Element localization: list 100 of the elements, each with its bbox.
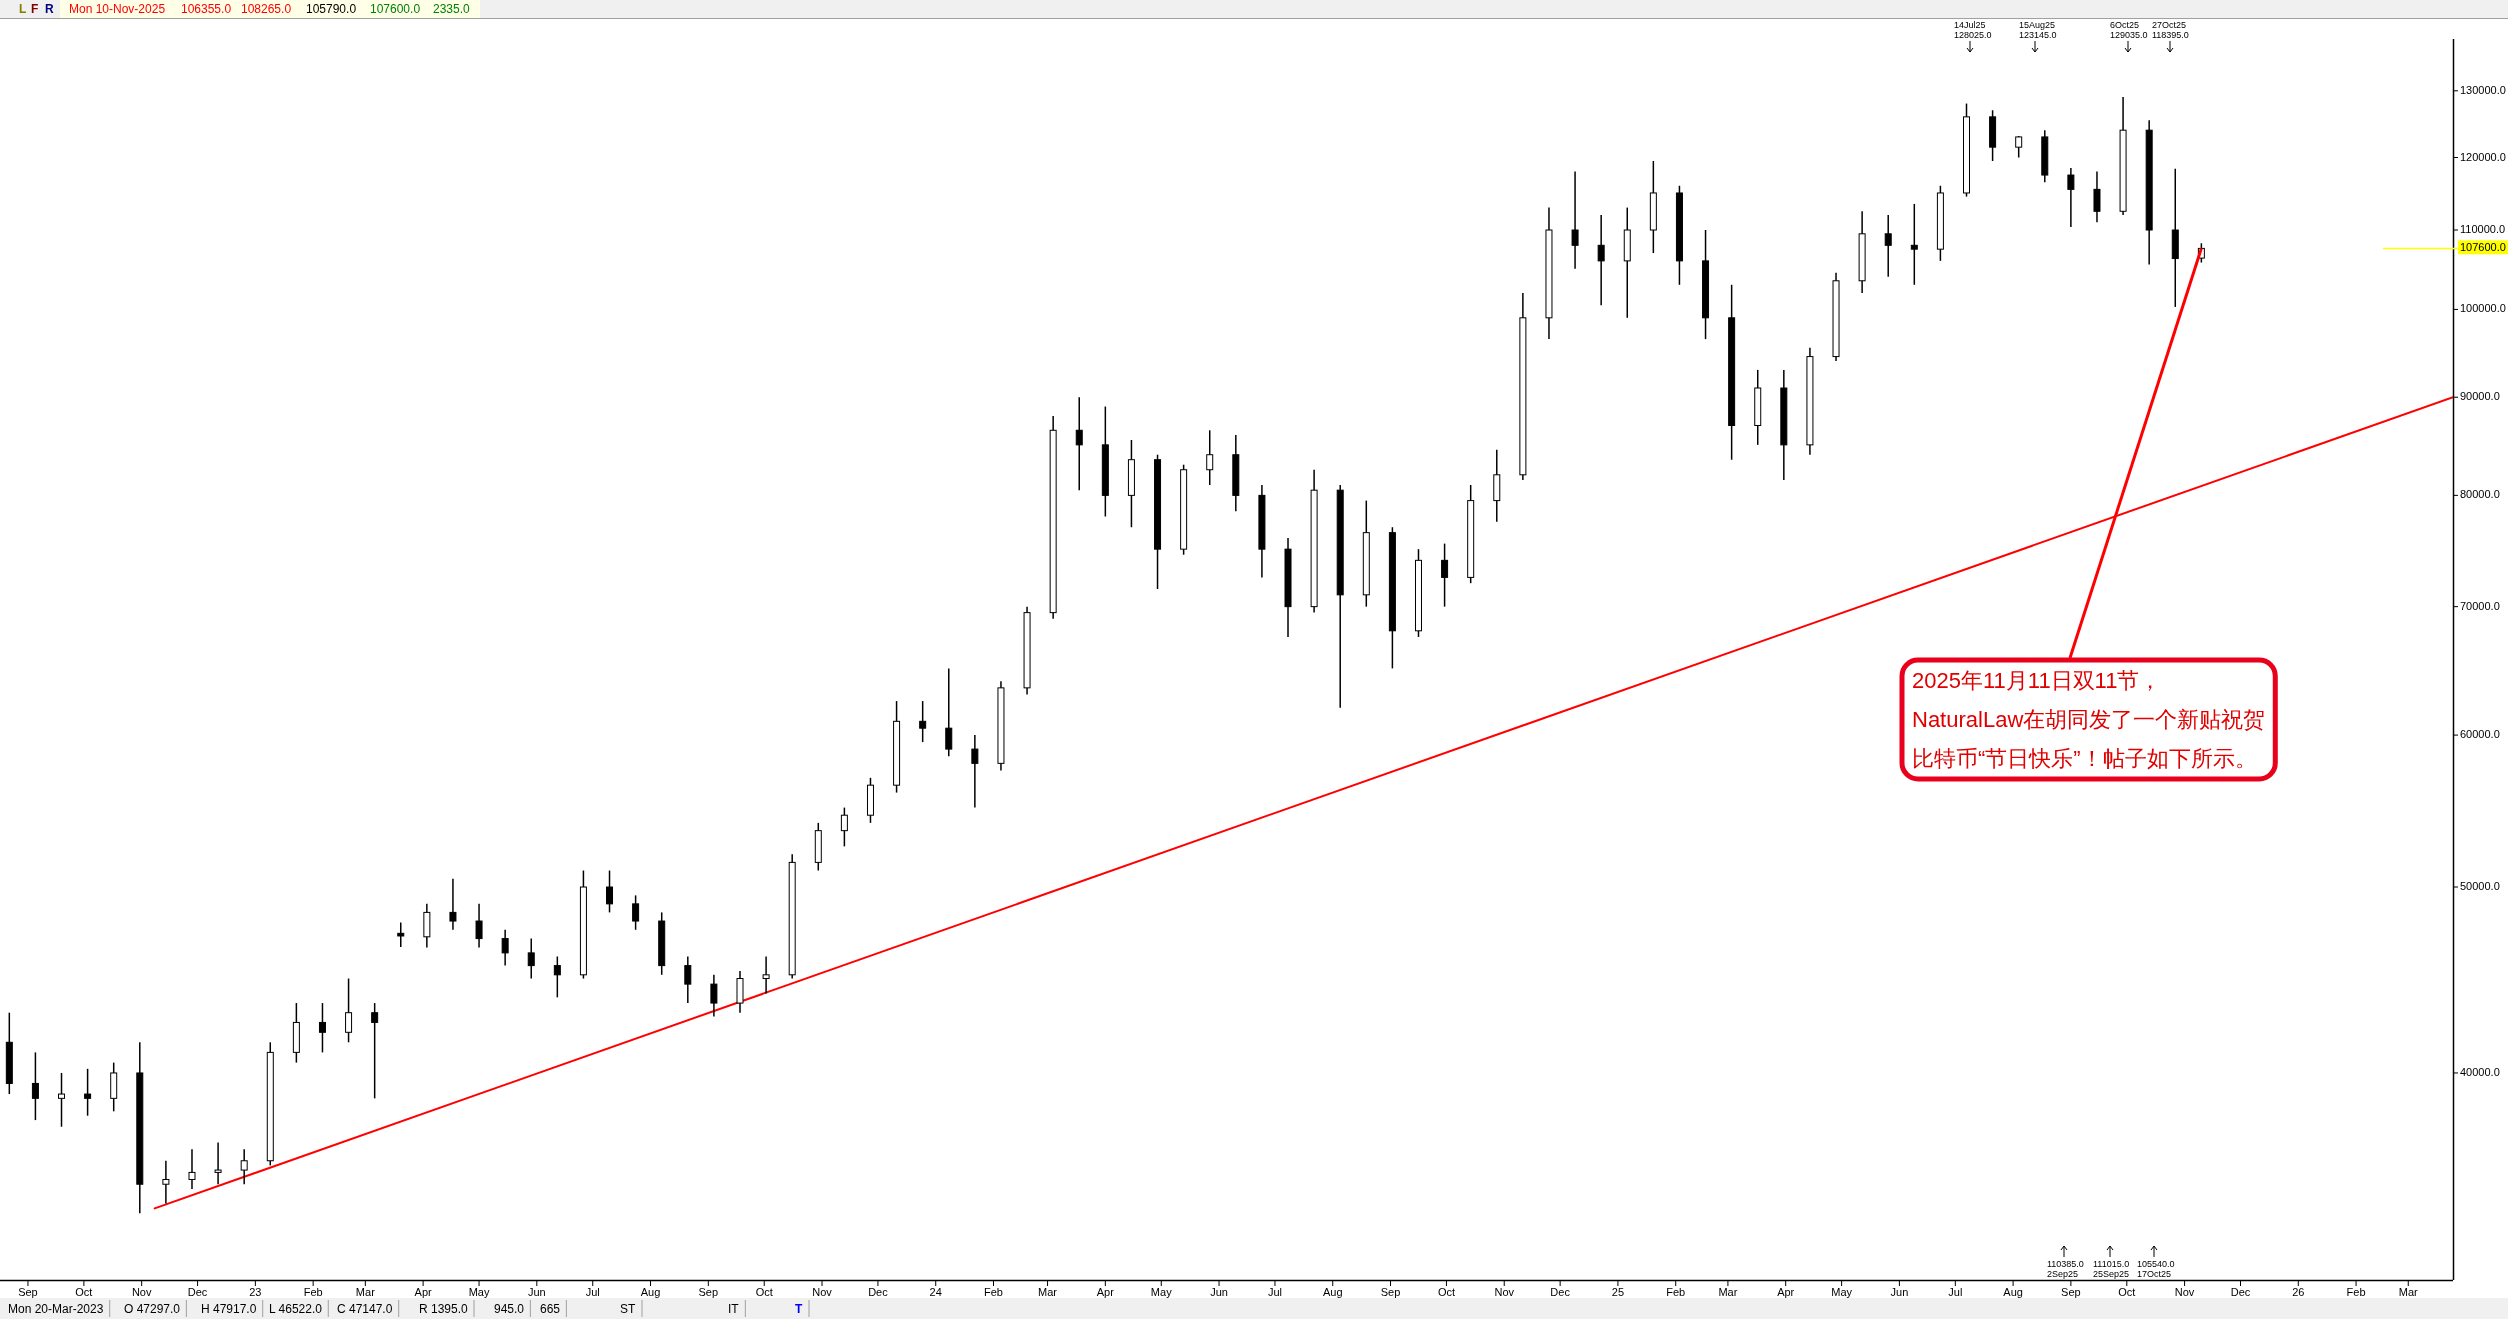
x-tick-label: Apr — [1096, 1286, 1115, 1298]
x-tick-label: Mar — [355, 1286, 376, 1298]
x-tick-label: Apr — [1777, 1286, 1795, 1298]
candlestick — [553, 955, 561, 999]
x-tick-label: Jul — [1948, 1286, 1963, 1298]
candlestick — [397, 921, 405, 948]
x-tick-label: 25 — [1611, 1286, 1625, 1298]
x-tick-label: Jun — [1210, 1286, 1228, 1298]
candlestick — [1597, 214, 1605, 307]
y-tick-label: 80000.0 — [2460, 488, 2500, 501]
candlestick — [919, 700, 927, 743]
x-tick-label: Aug — [2003, 1286, 2023, 1298]
candlestick — [475, 903, 483, 949]
candlestick — [240, 1148, 248, 1185]
annotation: 14Jul25 128025.0 — [1954, 20, 1992, 40]
candlestick — [632, 894, 640, 931]
candlestick — [1206, 429, 1214, 486]
text: Mon 20-Mar-2023 — [8, 1302, 104, 1316]
candlestick — [345, 977, 353, 1044]
candlestick — [2067, 167, 2075, 228]
x-tick-label: Feb — [303, 1286, 323, 1298]
x-tick-label: Dec — [1550, 1286, 1571, 1298]
text: H 47917.0 — [201, 1302, 257, 1316]
x-tick-label: Sep — [18, 1286, 38, 1298]
x-tick-label: Oct — [755, 1286, 773, 1298]
text: 945.0 — [494, 1302, 525, 1316]
x-tick-label: Sep — [1380, 1286, 1401, 1298]
x-tick-label: Aug — [640, 1286, 661, 1298]
y-tick-label: 40000.0 — [2460, 1065, 2500, 1078]
x-tick-label: Nov — [1494, 1286, 1515, 1298]
candlestick — [1884, 214, 1892, 278]
x-tick-label: 23 — [249, 1286, 262, 1298]
x-tick-label: Sep — [2061, 1286, 2081, 1298]
annotation: 105540.0 17Oct25 — [2137, 1259, 2175, 1279]
candlestick — [58, 1072, 66, 1128]
candlestick — [1910, 203, 1918, 286]
y-tick-label: 110000.0 — [2460, 222, 2506, 235]
x-tick-label: 26 — [2292, 1286, 2305, 1298]
candlestick — [214, 1141, 222, 1185]
x-tick-label: Dec — [2230, 1286, 2251, 1298]
x-tick-label: Jun — [527, 1286, 546, 1298]
x-tick-label: Apr — [414, 1286, 433, 1298]
candlestick — [188, 1148, 196, 1190]
candlestick — [449, 877, 457, 931]
x-tick-label: 24 — [929, 1286, 942, 1298]
x-tick-label: Feb — [1666, 1286, 1686, 1298]
x-tick-label: Mar — [2398, 1286, 2419, 1298]
x-tick-label: May — [1831, 1286, 1853, 1298]
candlestick — [1075, 396, 1083, 491]
x-tick-label: Aug — [1322, 1286, 1343, 1298]
candlestick — [684, 955, 692, 1004]
text: L — [19, 2, 27, 16]
y-tick-label: 100000.0 — [2460, 302, 2506, 315]
text: T — [795, 1302, 803, 1316]
annotation: 27Oct25 118395.0 — [2152, 20, 2189, 40]
text: 108265.0 — [241, 2, 292, 16]
text: Mon 10-Nov-2025 — [69, 2, 166, 16]
y-tick-label: 50000.0 — [2460, 879, 2500, 892]
candlestick — [84, 1068, 92, 1117]
candlestick — [501, 929, 509, 967]
x-tick-label: Feb — [2346, 1286, 2366, 1298]
annotation: 2025年11月11日双11节，NaturalLaw在胡同发了一个新贴祝贺比特币“节日快乐”！帖子如下所示。 — [1912, 668, 2266, 771]
text: C 47147.0 — [337, 1302, 393, 1316]
x-tick-label: May — [1150, 1286, 1173, 1298]
x-tick-label: Mar — [1038, 1286, 1058, 1298]
candlestick — [2093, 170, 2101, 224]
text: 106355.0 — [181, 2, 232, 16]
candlestick — [971, 734, 979, 809]
candlestick — [527, 937, 535, 980]
annotation: 15Aug25 123145.0 — [2019, 20, 2057, 40]
text: 105790.0 — [306, 2, 357, 16]
x-tick-label: Sep — [698, 1286, 719, 1298]
annotation: 6Oct25 129035.0 — [2110, 20, 2148, 40]
x-tick-label: Oct — [2118, 1286, 2136, 1298]
x-tick-label: Oct — [75, 1286, 93, 1298]
candlestick — [710, 974, 718, 1018]
x-tick-label: Nov — [2174, 1286, 2195, 1298]
x-tick-label: Nov — [812, 1286, 833, 1298]
candlestick — [606, 869, 614, 914]
candlestick — [945, 667, 953, 757]
candlestick — [31, 1051, 39, 1121]
annotation: 111015.0 25Sep25 — [2093, 1259, 2130, 1279]
y-tick-label: 130000.0 — [2460, 83, 2506, 96]
text: F — [31, 2, 39, 16]
text: 107600.0 — [370, 2, 421, 16]
candlestick — [1441, 542, 1449, 608]
y-tick-label: 120000.0 — [2460, 150, 2506, 163]
y-tick-label: 70000.0 — [2460, 599, 2500, 612]
candlestick — [371, 1002, 379, 1100]
candlestick — [1571, 170, 1579, 270]
text: ST — [620, 1302, 636, 1316]
text: R — [45, 2, 54, 16]
x-tick-label: Dec — [868, 1286, 889, 1298]
candlestick — [762, 955, 770, 995]
y-tick-label: 60000.0 — [2460, 728, 2500, 740]
x-tick-label: Jul — [585, 1286, 600, 1298]
annotation: 110385.0 2Sep25 — [2047, 1259, 2084, 1279]
x-tick-label: Oct — [1437, 1286, 1456, 1298]
x-tick-label: Jul — [1267, 1286, 1282, 1298]
text: IT — [728, 1302, 740, 1316]
